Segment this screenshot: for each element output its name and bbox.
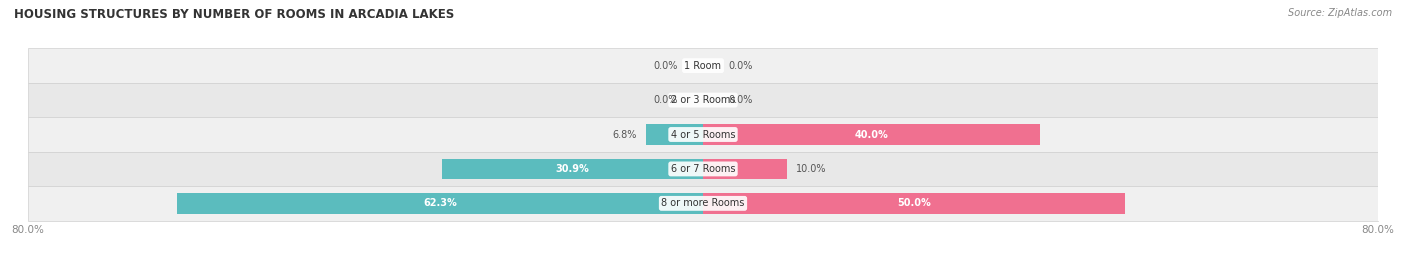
Text: 6.8%: 6.8%: [613, 129, 637, 140]
Bar: [443, 159, 703, 179]
Bar: [28, 117, 1378, 152]
Text: 50.0%: 50.0%: [897, 198, 931, 208]
Bar: [703, 193, 1125, 214]
Text: HOUSING STRUCTURES BY NUMBER OF ROOMS IN ARCADIA LAKES: HOUSING STRUCTURES BY NUMBER OF ROOMS IN…: [14, 8, 454, 21]
Text: 0.0%: 0.0%: [654, 95, 678, 105]
Bar: [28, 186, 1378, 221]
Text: 30.9%: 30.9%: [555, 164, 589, 174]
Bar: [177, 193, 703, 214]
Text: 2 or 3 Rooms: 2 or 3 Rooms: [671, 95, 735, 105]
Text: Source: ZipAtlas.com: Source: ZipAtlas.com: [1288, 8, 1392, 18]
Bar: [28, 152, 1378, 186]
Text: 62.3%: 62.3%: [423, 198, 457, 208]
Text: 8 or more Rooms: 8 or more Rooms: [661, 198, 745, 208]
Bar: [703, 159, 787, 179]
Text: 0.0%: 0.0%: [728, 95, 752, 105]
Text: 6 or 7 Rooms: 6 or 7 Rooms: [671, 164, 735, 174]
Bar: [703, 124, 1040, 145]
Text: 1 Room: 1 Room: [685, 61, 721, 71]
Bar: [645, 124, 703, 145]
Bar: [28, 48, 1378, 83]
Text: 40.0%: 40.0%: [855, 129, 889, 140]
Text: 10.0%: 10.0%: [796, 164, 827, 174]
Text: 4 or 5 Rooms: 4 or 5 Rooms: [671, 129, 735, 140]
Bar: [28, 83, 1378, 117]
Text: 0.0%: 0.0%: [654, 61, 678, 71]
Text: 0.0%: 0.0%: [728, 61, 752, 71]
